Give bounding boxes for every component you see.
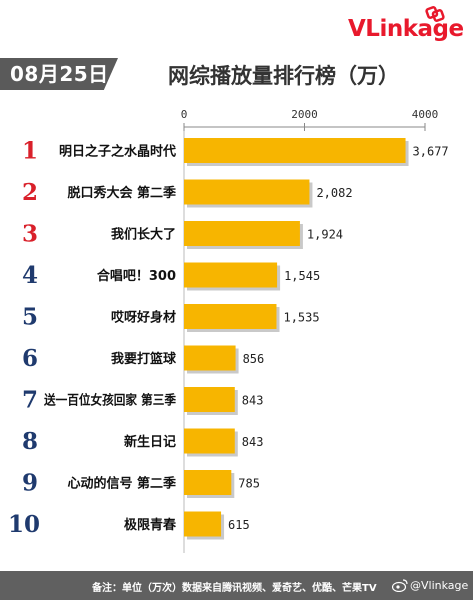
x-tick-label: 0 — [181, 108, 188, 121]
x-tick-label: 4000 — [412, 108, 439, 121]
bar — [184, 387, 235, 412]
bar — [184, 428, 235, 454]
value-label: 615 — [228, 518, 250, 532]
value-label: 1,545 — [284, 269, 320, 283]
rank-number: 3 — [22, 221, 38, 248]
rank-number: 2 — [22, 179, 38, 206]
category-label: 我们长大了 — [111, 227, 176, 243]
weibo-icon — [392, 579, 408, 592]
rank-number: 10 — [8, 511, 40, 538]
rank-number: 4 — [22, 262, 38, 289]
footer-handle: @Vlinkage — [410, 579, 469, 592]
rank-number: 1 — [22, 138, 38, 165]
category-label: 哎呀好身材 — [111, 310, 176, 326]
vlinkage-logo: VLinkage — [348, 16, 464, 42]
category-label: 我要打篮球 — [111, 351, 177, 367]
value-label: 3,677 — [413, 145, 449, 159]
bar — [184, 138, 406, 163]
value-label: 843 — [242, 435, 264, 449]
category-label: 脱口秀大会 第二季 — [67, 185, 176, 201]
category-label: 明日之子之水晶时代 — [59, 144, 176, 160]
footer-note: 备注：单位（万次）数据来自腾讯视频、爱奇艺、优酷、芒果TV — [92, 583, 377, 594]
bar-chart: 0 2000 4000 1 明日之子之水晶时代 3,677 2 脱口秀大会 第二季 2,082 3… — [8, 108, 449, 553]
category-label: 新生日记 — [124, 434, 176, 450]
category-label: 送一百位女孩回家 第三季 — [43, 393, 176, 409]
rank-number: 9 — [22, 470, 38, 497]
date-tab: 08月25日 — [0, 58, 118, 90]
value-label: 1,924 — [307, 228, 343, 242]
bar — [184, 179, 310, 205]
value-label: 785 — [238, 477, 260, 491]
value-label: 1,535 — [283, 311, 319, 325]
category-label: 合唱吧！300 — [97, 268, 176, 284]
bar — [184, 304, 277, 329]
rank-number: 6 — [22, 345, 38, 372]
x-tick-label: 2000 — [291, 108, 318, 121]
value-label: 843 — [242, 394, 264, 408]
rank-number: 7 — [22, 387, 38, 414]
value-label: 856 — [243, 352, 265, 366]
footer-bar: 备注：单位（万次）数据来自腾讯视频、爱奇艺、优酷、芒果TV @Vlinkage — [0, 571, 473, 600]
value-label: 2,082 — [316, 186, 352, 200]
category-label: 极限青春 — [124, 517, 177, 533]
bar — [184, 345, 236, 371]
bar — [184, 221, 300, 246]
rank-number: 8 — [22, 428, 38, 455]
logo-link-icon — [425, 6, 445, 22]
category-label: 心动的信号 第二季 — [67, 476, 176, 492]
rank-number: 5 — [22, 304, 38, 331]
bar — [184, 262, 278, 288]
chart-title: 网综播放量排行榜（万） — [168, 64, 399, 88]
date-label: 08月25日 — [10, 62, 109, 86]
bar — [184, 511, 222, 537]
bar — [184, 470, 232, 495]
